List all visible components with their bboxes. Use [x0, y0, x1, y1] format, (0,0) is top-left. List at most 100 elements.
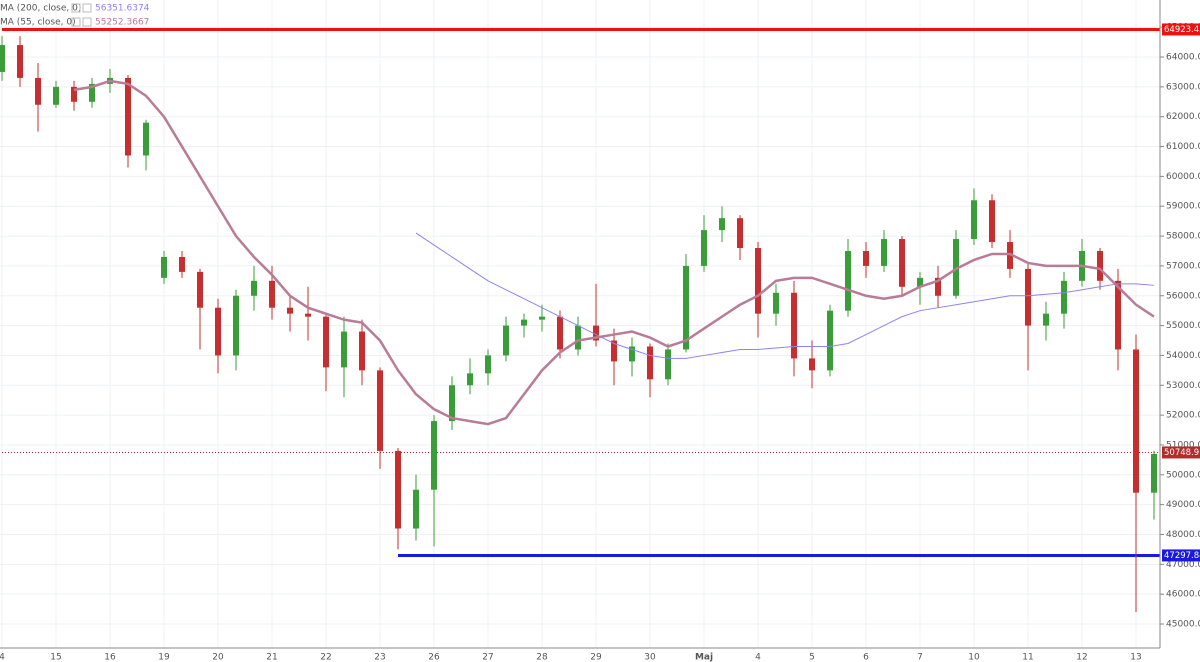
candle-body — [485, 355, 491, 374]
candle-body — [0, 45, 5, 72]
candle-body — [1115, 280, 1121, 350]
legend-icon — [82, 17, 92, 27]
candle-body — [323, 316, 329, 368]
y-tick-label: 63000.00 — [1166, 82, 1200, 92]
price-label: 47297.84 — [1164, 551, 1200, 561]
candle-body — [755, 248, 761, 314]
y-tick-label: 48000.00 — [1166, 530, 1200, 540]
candle-body — [359, 331, 365, 371]
candle-body — [611, 340, 617, 362]
candle-body — [251, 280, 257, 296]
x-tick-label: 10 — [968, 653, 980, 662]
x-tick-label: 5 — [809, 653, 815, 662]
y-tick-label: 58000.00 — [1166, 232, 1200, 242]
legend-icon — [71, 17, 81, 27]
candle-body — [683, 265, 689, 350]
candle-body — [827, 310, 833, 371]
candle-body — [863, 250, 869, 266]
moving-average-line — [73, 79, 1155, 426]
price-label-box — [1162, 446, 1200, 459]
y-tick-label: 54000.00 — [1166, 351, 1200, 361]
grid — [0, 0, 1160, 648]
candle-body — [377, 370, 383, 451]
x-tick-label: 15 — [50, 653, 61, 662]
legend-label: MA (200, close, 0) — [0, 4, 81, 14]
candle-body — [269, 280, 275, 308]
candle-body — [1007, 242, 1013, 269]
candle-body — [413, 489, 419, 529]
candle-body — [647, 346, 653, 380]
x-tick-label: 30 — [644, 653, 656, 662]
y-tick-label: 64000.00 — [1166, 53, 1200, 63]
y-tick-label: 49000.00 — [1166, 500, 1200, 510]
x-tick-label: 21 — [266, 653, 277, 662]
x-tick-label: 28 — [536, 653, 548, 662]
y-tick-label: 61000.00 — [1166, 142, 1200, 152]
candle-body — [539, 316, 545, 320]
candle-body — [953, 239, 959, 296]
candle-body — [575, 325, 581, 350]
candle-body — [35, 77, 41, 105]
y-tick-label: 45000.00 — [1166, 620, 1200, 630]
candle-body — [1151, 453, 1157, 493]
candle-body — [143, 122, 149, 156]
candle-body — [935, 277, 941, 296]
candle-body — [1061, 280, 1067, 314]
y-tick-label: 56000.00 — [1166, 291, 1200, 301]
x-tick-label: 7 — [917, 653, 923, 662]
x-tick-label: 23 — [374, 653, 385, 662]
x-tick-label: 4 — [0, 653, 5, 662]
x-tick-label: Maj — [695, 653, 713, 662]
candle-body — [1025, 268, 1031, 326]
x-tick-label: 22 — [320, 653, 331, 662]
price-label: 50748.91 — [1164, 448, 1200, 458]
candle-body — [989, 200, 995, 243]
candle-body — [125, 77, 131, 156]
x-tick-label: 6 — [863, 653, 869, 662]
candle-body — [917, 277, 923, 287]
candle-body — [431, 421, 437, 490]
candle-body — [719, 218, 725, 231]
candle-body — [791, 292, 797, 359]
y-tick-label: 60000.00 — [1166, 172, 1200, 182]
legend-icon — [71, 3, 81, 13]
y-tick-label: 46000.00 — [1166, 590, 1200, 600]
candle-body — [467, 373, 473, 386]
candle-body — [449, 385, 455, 422]
candle-body — [395, 450, 401, 529]
candle-body — [17, 45, 23, 78]
candle-body — [503, 325, 509, 356]
x-tick-label: 26 — [428, 653, 440, 662]
price-label-box — [1162, 23, 1200, 36]
candle-body — [881, 239, 887, 266]
candle-body — [665, 349, 671, 380]
candle-body — [179, 256, 185, 272]
price-label: 64923.45 — [1164, 25, 1200, 35]
x-tick-label: 12 — [1076, 653, 1087, 662]
candle-body — [341, 331, 347, 368]
x-tick-label: 29 — [590, 653, 602, 662]
legend: MA (200, close, 0) 56351.6374 MA (55, clos… — [0, 3, 150, 28]
moving-average-line — [415, 232, 1155, 359]
candle-body — [899, 239, 905, 287]
candle-body — [737, 218, 743, 249]
candle-body — [557, 316, 563, 350]
candle-body — [1133, 349, 1139, 493]
y-tick-label: 52000.00 — [1166, 411, 1200, 421]
x-tick-label: 4 — [755, 653, 761, 662]
candle-body — [629, 346, 635, 362]
legend-value: 56351.6374 — [95, 4, 150, 14]
x-tick-label: 20 — [212, 653, 224, 662]
x-tick-label: 27 — [482, 653, 493, 662]
candle-body — [521, 319, 527, 326]
legend-value: 55252.3667 — [95, 18, 149, 28]
candle-body — [53, 86, 59, 105]
x-tick-label: 13 — [1130, 653, 1141, 662]
candle-body — [233, 295, 239, 356]
x-tick-label: 11 — [1022, 653, 1033, 662]
plot — [0, 27, 1160, 613]
candle-body — [1043, 313, 1049, 326]
